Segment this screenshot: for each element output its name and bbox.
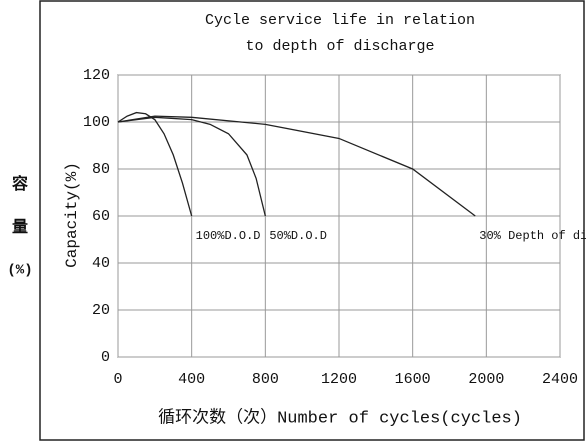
y-tick-label: 20: [92, 302, 110, 319]
x-tick-label: 1600: [395, 371, 431, 388]
x-axis-label: 循环次数（次）Number of cycles(cycles): [158, 407, 522, 428]
x-tick-label: 1200: [321, 371, 357, 388]
y-tick-label: 40: [92, 255, 110, 272]
series-label: 100%D.O.D: [196, 229, 261, 243]
chart-title: to depth of discharge: [245, 38, 434, 55]
x-tick-label: 0: [113, 371, 122, 388]
y-axis-label-cn: (%): [7, 263, 32, 279]
chart-title: Cycle service life in relation: [205, 12, 475, 29]
series-label: 50%D.O.D: [269, 229, 327, 243]
y-tick-label: 120: [83, 67, 110, 84]
line: [117, 116, 266, 217]
frame: [39, 0, 585, 441]
y-tick-label: 80: [92, 161, 110, 178]
x-tick-label: 2000: [468, 371, 504, 388]
y-tick-label: 100: [83, 114, 110, 131]
x-tick-label: 2400: [542, 371, 578, 388]
y-axis-label: Capacity(%): [63, 162, 81, 268]
x-tick-label: 800: [252, 371, 279, 388]
y-axis-label-cn: 量: [12, 218, 28, 237]
line: [117, 111, 193, 217]
y-axis-label-cn: 容: [11, 174, 28, 194]
series-label: 30% Depth of discharge: [479, 229, 586, 243]
y-tick-label: 0: [101, 349, 110, 366]
line: [117, 115, 476, 217]
x-tick-label: 400: [178, 371, 205, 388]
y-tick-label: 60: [92, 208, 110, 225]
